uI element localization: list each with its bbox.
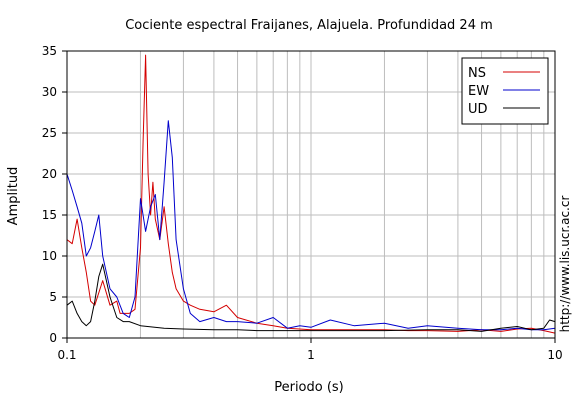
series-line-ns — [66, 54, 556, 334]
legend-label-ew: EW — [468, 84, 489, 99]
y-tick-label: 30 — [42, 85, 57, 99]
y-tick-label: 20 — [42, 167, 57, 181]
y-axis-label: Amplitud — [6, 167, 21, 226]
x-tick-label: 10 — [547, 348, 562, 362]
x-tick-label: 1 — [307, 348, 315, 362]
series-line-ud — [66, 263, 556, 332]
legend-label-ud: UD — [468, 102, 488, 117]
y-tick-label: 15 — [42, 208, 57, 222]
chart-title: Cociente espectral Fraijanes, Alajuela. … — [125, 18, 493, 33]
x-tick-label: 0.1 — [57, 348, 76, 362]
legend-label-ns: NS — [468, 66, 486, 81]
x-axis-label: Periodo (s) — [274, 380, 344, 395]
series-line-ew — [66, 120, 556, 331]
y-tick-labels: 0 5 10 15 20 25 30 35 — [42, 44, 67, 345]
y-tick-label: 10 — [42, 249, 57, 263]
x-tick-labels: 0.1 1 10 — [57, 338, 563, 362]
series-group — [66, 54, 556, 334]
watermark-url: http://www.lis.ucr.ac.cr — [558, 196, 572, 333]
legend: NS EW UD — [461, 57, 549, 125]
y-tick-label: 0 — [49, 331, 57, 345]
legend-box — [461, 57, 549, 125]
y-tick-label: 5 — [49, 290, 57, 304]
y-tick-label: 25 — [42, 126, 57, 140]
y-tick-label: 35 — [42, 44, 57, 58]
